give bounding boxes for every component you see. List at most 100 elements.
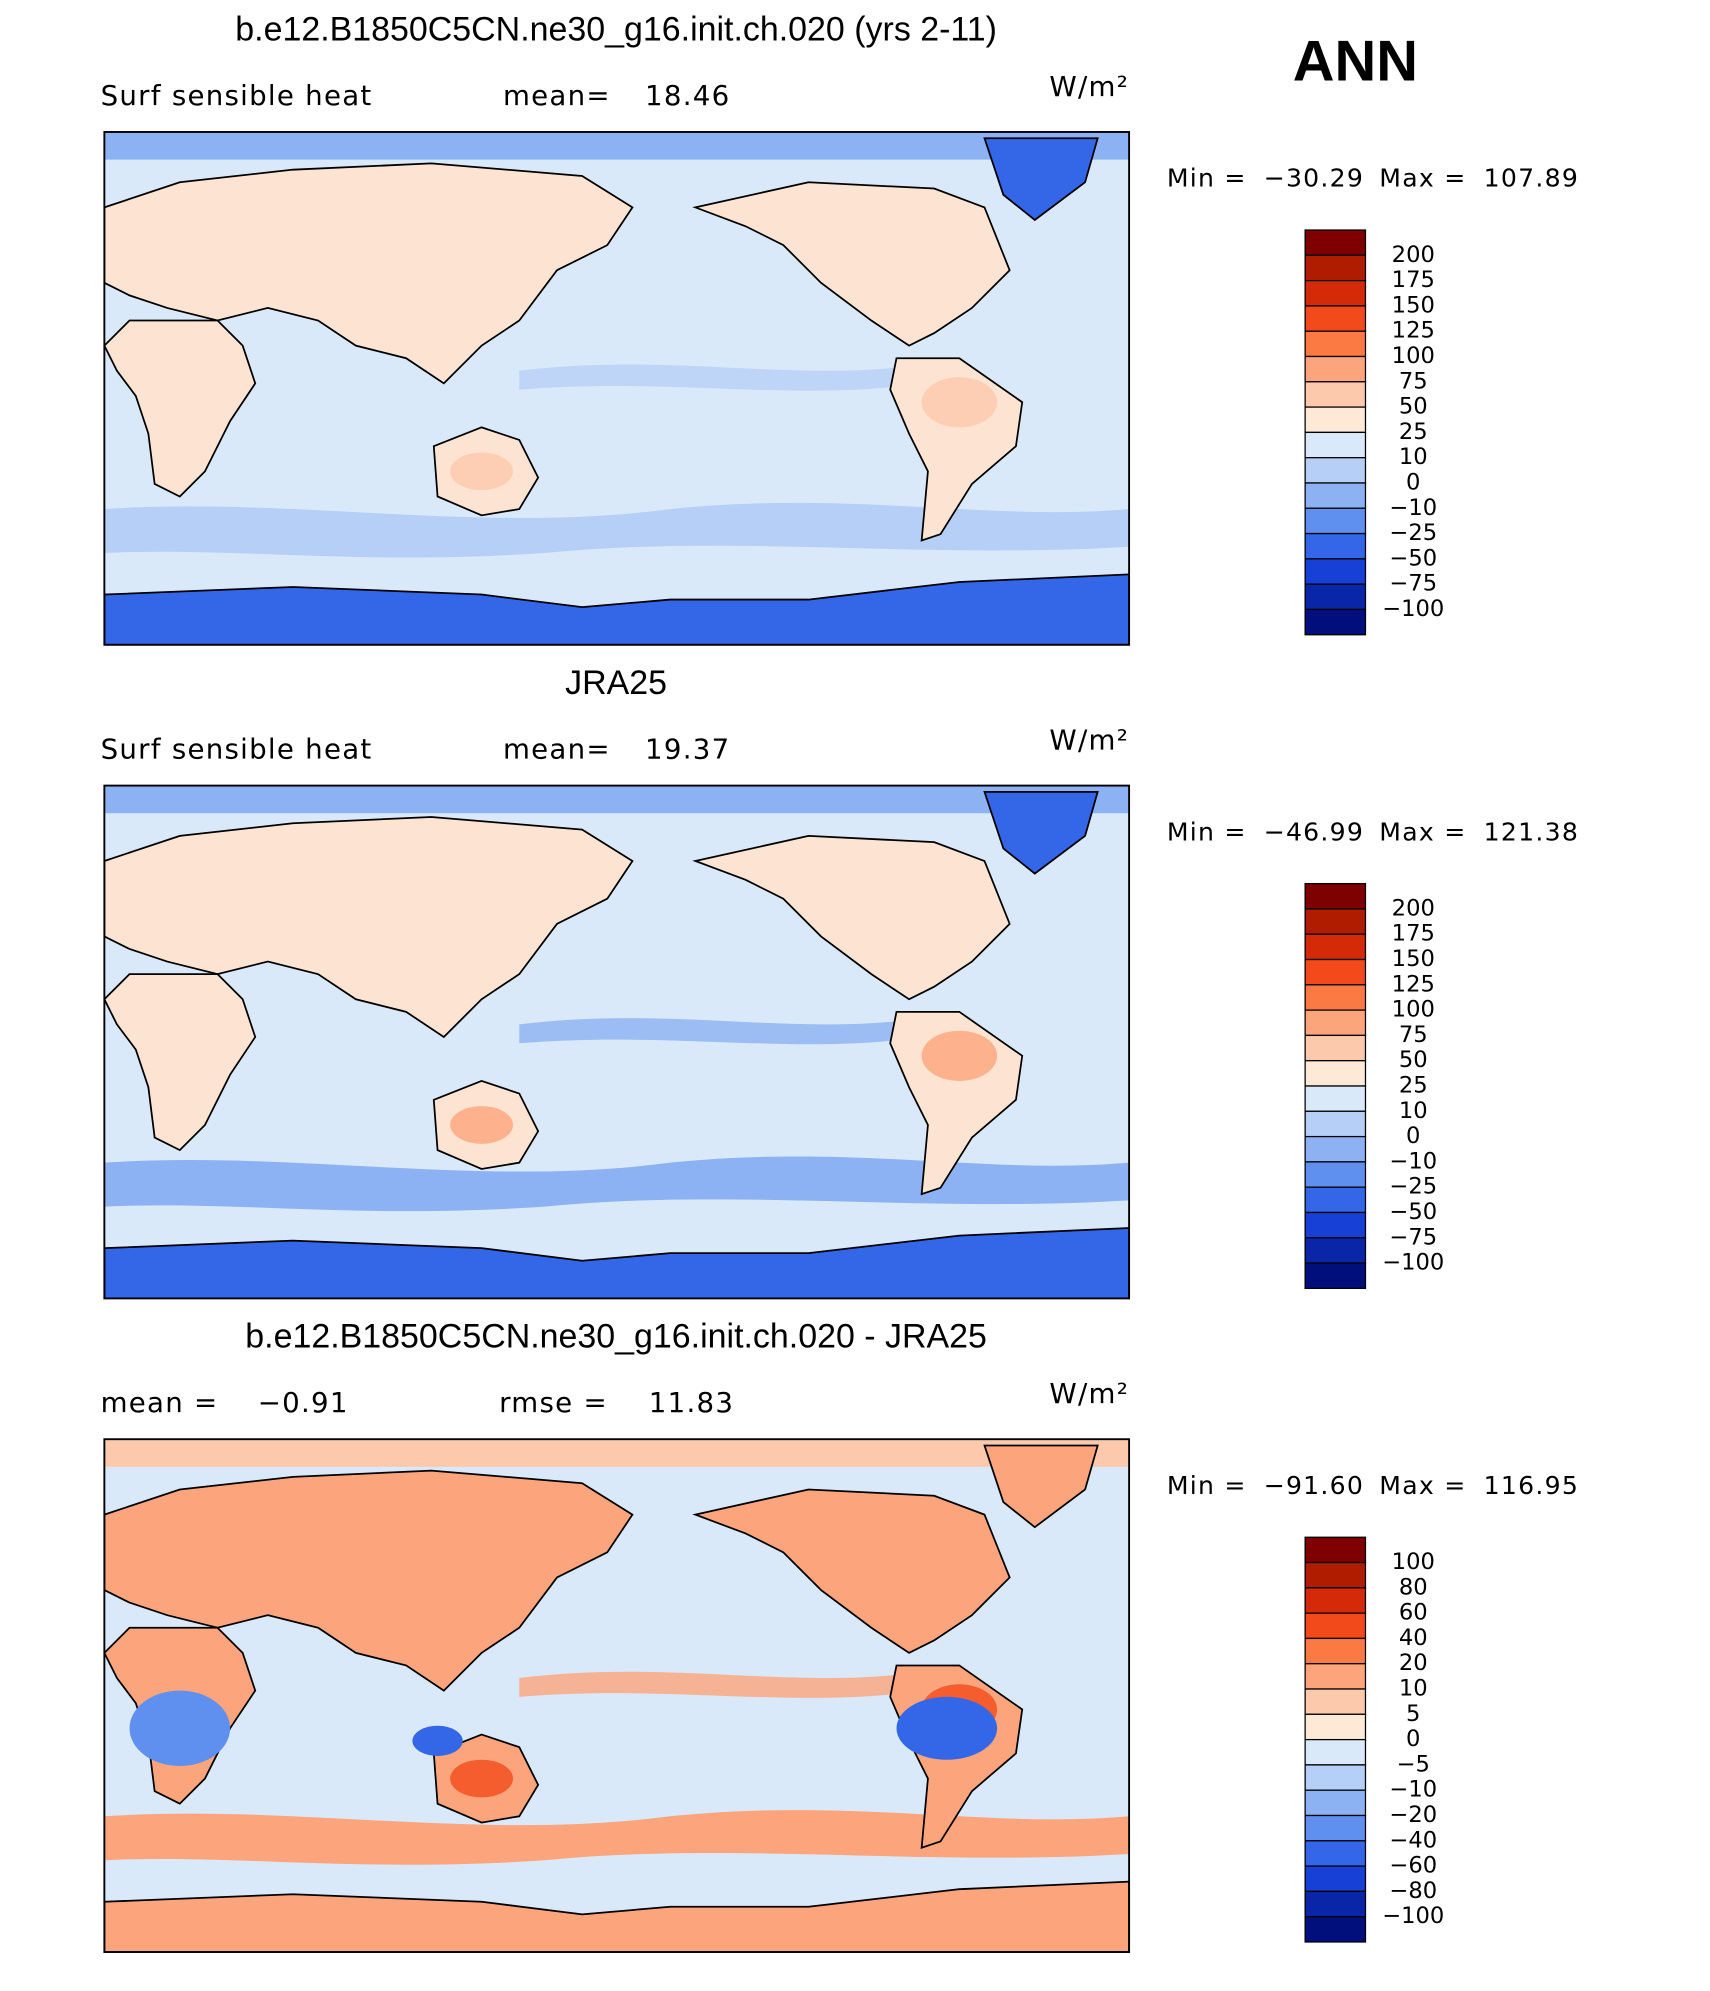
land-eurasia bbox=[104, 816, 634, 1039]
colorbar-box bbox=[1304, 1034, 1367, 1062]
colorbar-box bbox=[1304, 558, 1367, 585]
map-frame bbox=[103, 1438, 1131, 1953]
colorbar-box bbox=[1304, 507, 1367, 535]
colorbar-label: −40 bbox=[1389, 1827, 1437, 1853]
hot-spot bbox=[450, 1106, 513, 1144]
colorbar-label: 200 bbox=[1392, 242, 1435, 268]
colorbar-box bbox=[1304, 1612, 1367, 1640]
season-label: ANN bbox=[1293, 30, 1418, 94]
colorbar-box bbox=[1304, 457, 1367, 484]
max-value: 107.89 bbox=[1484, 164, 1579, 193]
colorbar-box bbox=[1304, 279, 1367, 307]
min-label: Min = bbox=[1167, 1471, 1247, 1500]
stat-value: 19.37 bbox=[645, 732, 730, 765]
colorbar-box bbox=[1304, 1916, 1367, 1943]
colorbar-label: 200 bbox=[1392, 895, 1435, 921]
min-label: Min = bbox=[1167, 164, 1247, 193]
colorbar-label: 0 bbox=[1406, 1123, 1420, 1149]
colorbar-label: −10 bbox=[1389, 1148, 1437, 1174]
colorbar-label: 150 bbox=[1392, 292, 1435, 318]
colorbar-label: 125 bbox=[1392, 971, 1435, 997]
panel: JRA25 Surf sensible heat mean= 19.37 W/m² Min… bbox=[101, 664, 1579, 1300]
colorbar-box bbox=[1304, 958, 1367, 986]
colorbar-box bbox=[1304, 1009, 1367, 1037]
hot-spot bbox=[450, 452, 513, 491]
pacific-band bbox=[519, 364, 922, 391]
colorbar-box bbox=[1304, 381, 1367, 408]
panel-title: b.e12.B1850C5CN.ne30_g16.init.ch.020 (yr… bbox=[235, 10, 997, 48]
colorbar-label: −25 bbox=[1389, 1174, 1437, 1200]
colorbar-box bbox=[1304, 984, 1367, 1011]
colorbar-box bbox=[1304, 1135, 1367, 1163]
colorbar-label: −100 bbox=[1382, 1250, 1444, 1276]
colorbar-label: 0 bbox=[1406, 1726, 1420, 1752]
land-antarctica bbox=[104, 573, 1130, 645]
colorbar-box bbox=[1304, 1814, 1367, 1842]
colorbar-label: 100 bbox=[1392, 997, 1435, 1023]
colorbar-label: 10 bbox=[1399, 444, 1428, 470]
stat-label: rmse = bbox=[499, 1386, 608, 1419]
colorbar-label: 175 bbox=[1392, 267, 1435, 293]
colorbar-label: 10 bbox=[1399, 1098, 1428, 1124]
cold-spot bbox=[129, 1690, 231, 1767]
variable-name: Surf sensible heat bbox=[101, 732, 373, 765]
stat-value: 11.83 bbox=[649, 1386, 734, 1419]
colorbar-box bbox=[1304, 431, 1367, 459]
map bbox=[104, 131, 1130, 645]
min-value: −46.99 bbox=[1264, 817, 1365, 846]
colorbar-label: −75 bbox=[1389, 571, 1437, 597]
colorbar-box bbox=[1304, 1161, 1367, 1188]
colorbar-label: 50 bbox=[1399, 1047, 1428, 1073]
stat-label: mean= bbox=[503, 732, 611, 765]
colorbar-label: 25 bbox=[1399, 419, 1428, 445]
colorbar-box bbox=[1304, 1561, 1367, 1589]
land-antarctica bbox=[104, 1227, 1130, 1299]
pacific-band bbox=[519, 1671, 922, 1698]
map-frame bbox=[103, 131, 1131, 646]
hot-spot bbox=[921, 377, 998, 428]
colorbar-box bbox=[1304, 608, 1367, 636]
colorbar-box bbox=[1304, 1536, 1367, 1564]
land-namerica bbox=[692, 834, 1011, 1001]
colorbar-box bbox=[1304, 1110, 1367, 1138]
map-frame bbox=[103, 784, 1131, 1300]
land-eurasia bbox=[104, 162, 634, 385]
colorbar-box bbox=[1304, 883, 1367, 910]
variable-name: Surf sensible heat bbox=[101, 79, 373, 112]
colorbar-label: 40 bbox=[1399, 1625, 1428, 1651]
southern-band bbox=[104, 1810, 1130, 1865]
southern-band bbox=[104, 502, 1130, 558]
colorbar-box bbox=[1304, 1663, 1367, 1690]
arctic-band bbox=[104, 131, 1130, 160]
land-antarctica bbox=[104, 1880, 1130, 1953]
colorbar-label: −25 bbox=[1389, 520, 1437, 546]
land-greenland bbox=[983, 790, 1099, 875]
colorbar-box bbox=[1304, 355, 1367, 383]
colorbar-label: 75 bbox=[1399, 368, 1428, 394]
max-value: 116.95 bbox=[1484, 1471, 1579, 1500]
colorbar-label: −10 bbox=[1389, 1777, 1437, 1803]
colorbar-label: 100 bbox=[1392, 1549, 1435, 1575]
cold-spot bbox=[412, 1725, 463, 1756]
land-greenland bbox=[983, 1444, 1099, 1529]
colorbar-label: −50 bbox=[1389, 1199, 1437, 1225]
colorbar-box bbox=[1304, 305, 1367, 332]
land-eurasia bbox=[104, 1469, 634, 1692]
colorbar-label: −20 bbox=[1389, 1802, 1437, 1828]
colorbar-label: 50 bbox=[1399, 394, 1428, 420]
colorbar-label: 75 bbox=[1399, 1022, 1428, 1048]
colorbar-box bbox=[1304, 1262, 1367, 1289]
arctic-band bbox=[104, 1439, 1130, 1467]
panel: b.e12.B1850C5CN.ne30_g16.init.ch.020 (yr… bbox=[101, 10, 1579, 646]
hot-spot bbox=[450, 1759, 513, 1798]
colorbar-box bbox=[1304, 1060, 1367, 1087]
units: W/m² bbox=[1049, 70, 1129, 103]
stat-value: 18.46 bbox=[645, 79, 730, 112]
colorbar-label: 10 bbox=[1399, 1676, 1428, 1702]
colorbar-box bbox=[1304, 583, 1367, 611]
colorbar-box bbox=[1304, 1738, 1367, 1766]
panel-title: JRA25 bbox=[565, 664, 667, 702]
max-value: 121.38 bbox=[1484, 817, 1579, 846]
stat-value: −0.91 bbox=[258, 1386, 349, 1419]
